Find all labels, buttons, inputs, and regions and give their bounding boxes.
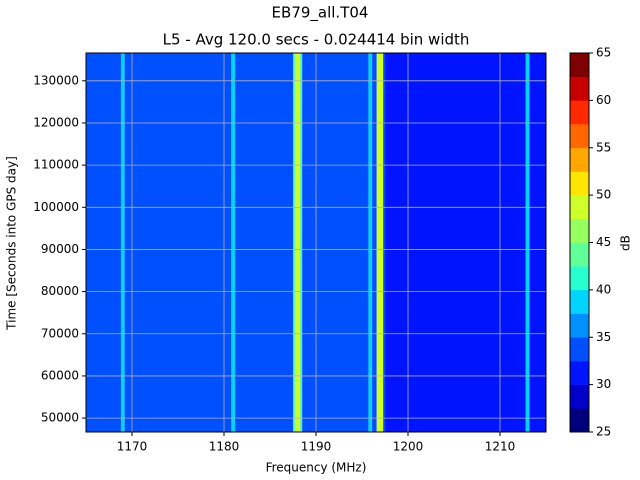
- colorbar-band: [570, 289, 589, 314]
- colorbar-label: dB: [619, 235, 633, 251]
- colorbar-band: [570, 360, 589, 385]
- x-tick-label: 1210: [485, 440, 516, 454]
- colorbar-band: [570, 384, 589, 409]
- colorbar-band: [570, 53, 589, 77]
- colorbar-band: [570, 408, 589, 433]
- colorbar-band: [570, 76, 589, 101]
- y-tick-label: 70000: [41, 326, 79, 340]
- y-tick-label: 130000: [33, 73, 79, 87]
- colorbar-band: [570, 313, 589, 338]
- heatmap-cell: [302, 53, 369, 432]
- x-tick-label: 1200: [393, 440, 424, 454]
- heatmap-cell: [120, 53, 125, 432]
- colorbar-tick-label: 55: [596, 140, 611, 154]
- heatmap-cell: [86, 53, 121, 432]
- colorbar-tick-label: 25: [596, 425, 611, 439]
- colorbar-tick-label: 60: [596, 93, 611, 107]
- y-tick-label: 90000: [41, 242, 79, 256]
- heatmap-cell: [235, 53, 293, 432]
- heatmap-cell: [385, 53, 526, 432]
- heatmap-cell: [124, 53, 232, 432]
- heatmap-cell: [231, 53, 236, 432]
- colorbar-band: [570, 147, 589, 172]
- chart-subtitle: L5 - Avg 120.0 secs - 0.024414 bin width: [163, 31, 470, 49]
- x-axis-label: Frequency (MHz): [266, 461, 367, 475]
- heatmap-cell: [372, 53, 377, 432]
- colorbar-tick-label: 65: [596, 46, 611, 60]
- x-tick-label: 1190: [301, 440, 332, 454]
- heatmap-cell: [383, 53, 385, 432]
- y-tick-label: 120000: [33, 115, 79, 129]
- colorbar-band: [570, 100, 589, 125]
- y-axis-label: Time [Seconds into GPS day]: [5, 156, 19, 331]
- x-tick-label: 1180: [209, 440, 240, 454]
- colorbar-tick-label: 45: [596, 235, 611, 249]
- colorbar-tick-label: 35: [596, 330, 611, 344]
- colorbar-tick-label: 40: [596, 282, 611, 296]
- colorbar-band: [570, 171, 589, 196]
- y-tick-label: 60000: [41, 368, 79, 382]
- heatmap-cell: [300, 53, 303, 432]
- colorbar-band: [570, 242, 589, 267]
- y-tick-label: 50000: [41, 411, 79, 425]
- y-tick-label: 80000: [41, 284, 79, 298]
- colorbar-band: [570, 195, 589, 220]
- colorbar-band: [570, 266, 589, 291]
- y-tick-label: 100000: [33, 200, 79, 214]
- x-tick-label: 1170: [117, 440, 148, 454]
- chart-title: EB79_all.T04: [272, 4, 369, 23]
- plot-frame: [85, 52, 547, 433]
- colorbar-tick-label: 50: [596, 188, 611, 202]
- colorbar-band: [570, 218, 589, 243]
- colorbar-band: [570, 337, 589, 362]
- heatmap-cell: [293, 53, 295, 432]
- colorbar-band: [570, 124, 589, 149]
- y-tick-label: 110000: [33, 158, 79, 172]
- heatmap-cell: [294, 53, 301, 432]
- heatmap-cell: [525, 53, 530, 432]
- heatmap-cell: [376, 53, 384, 432]
- heatmap-cell: [529, 53, 546, 432]
- colorbar-tick-label: 30: [596, 377, 611, 391]
- heatmap-cell: [368, 53, 373, 432]
